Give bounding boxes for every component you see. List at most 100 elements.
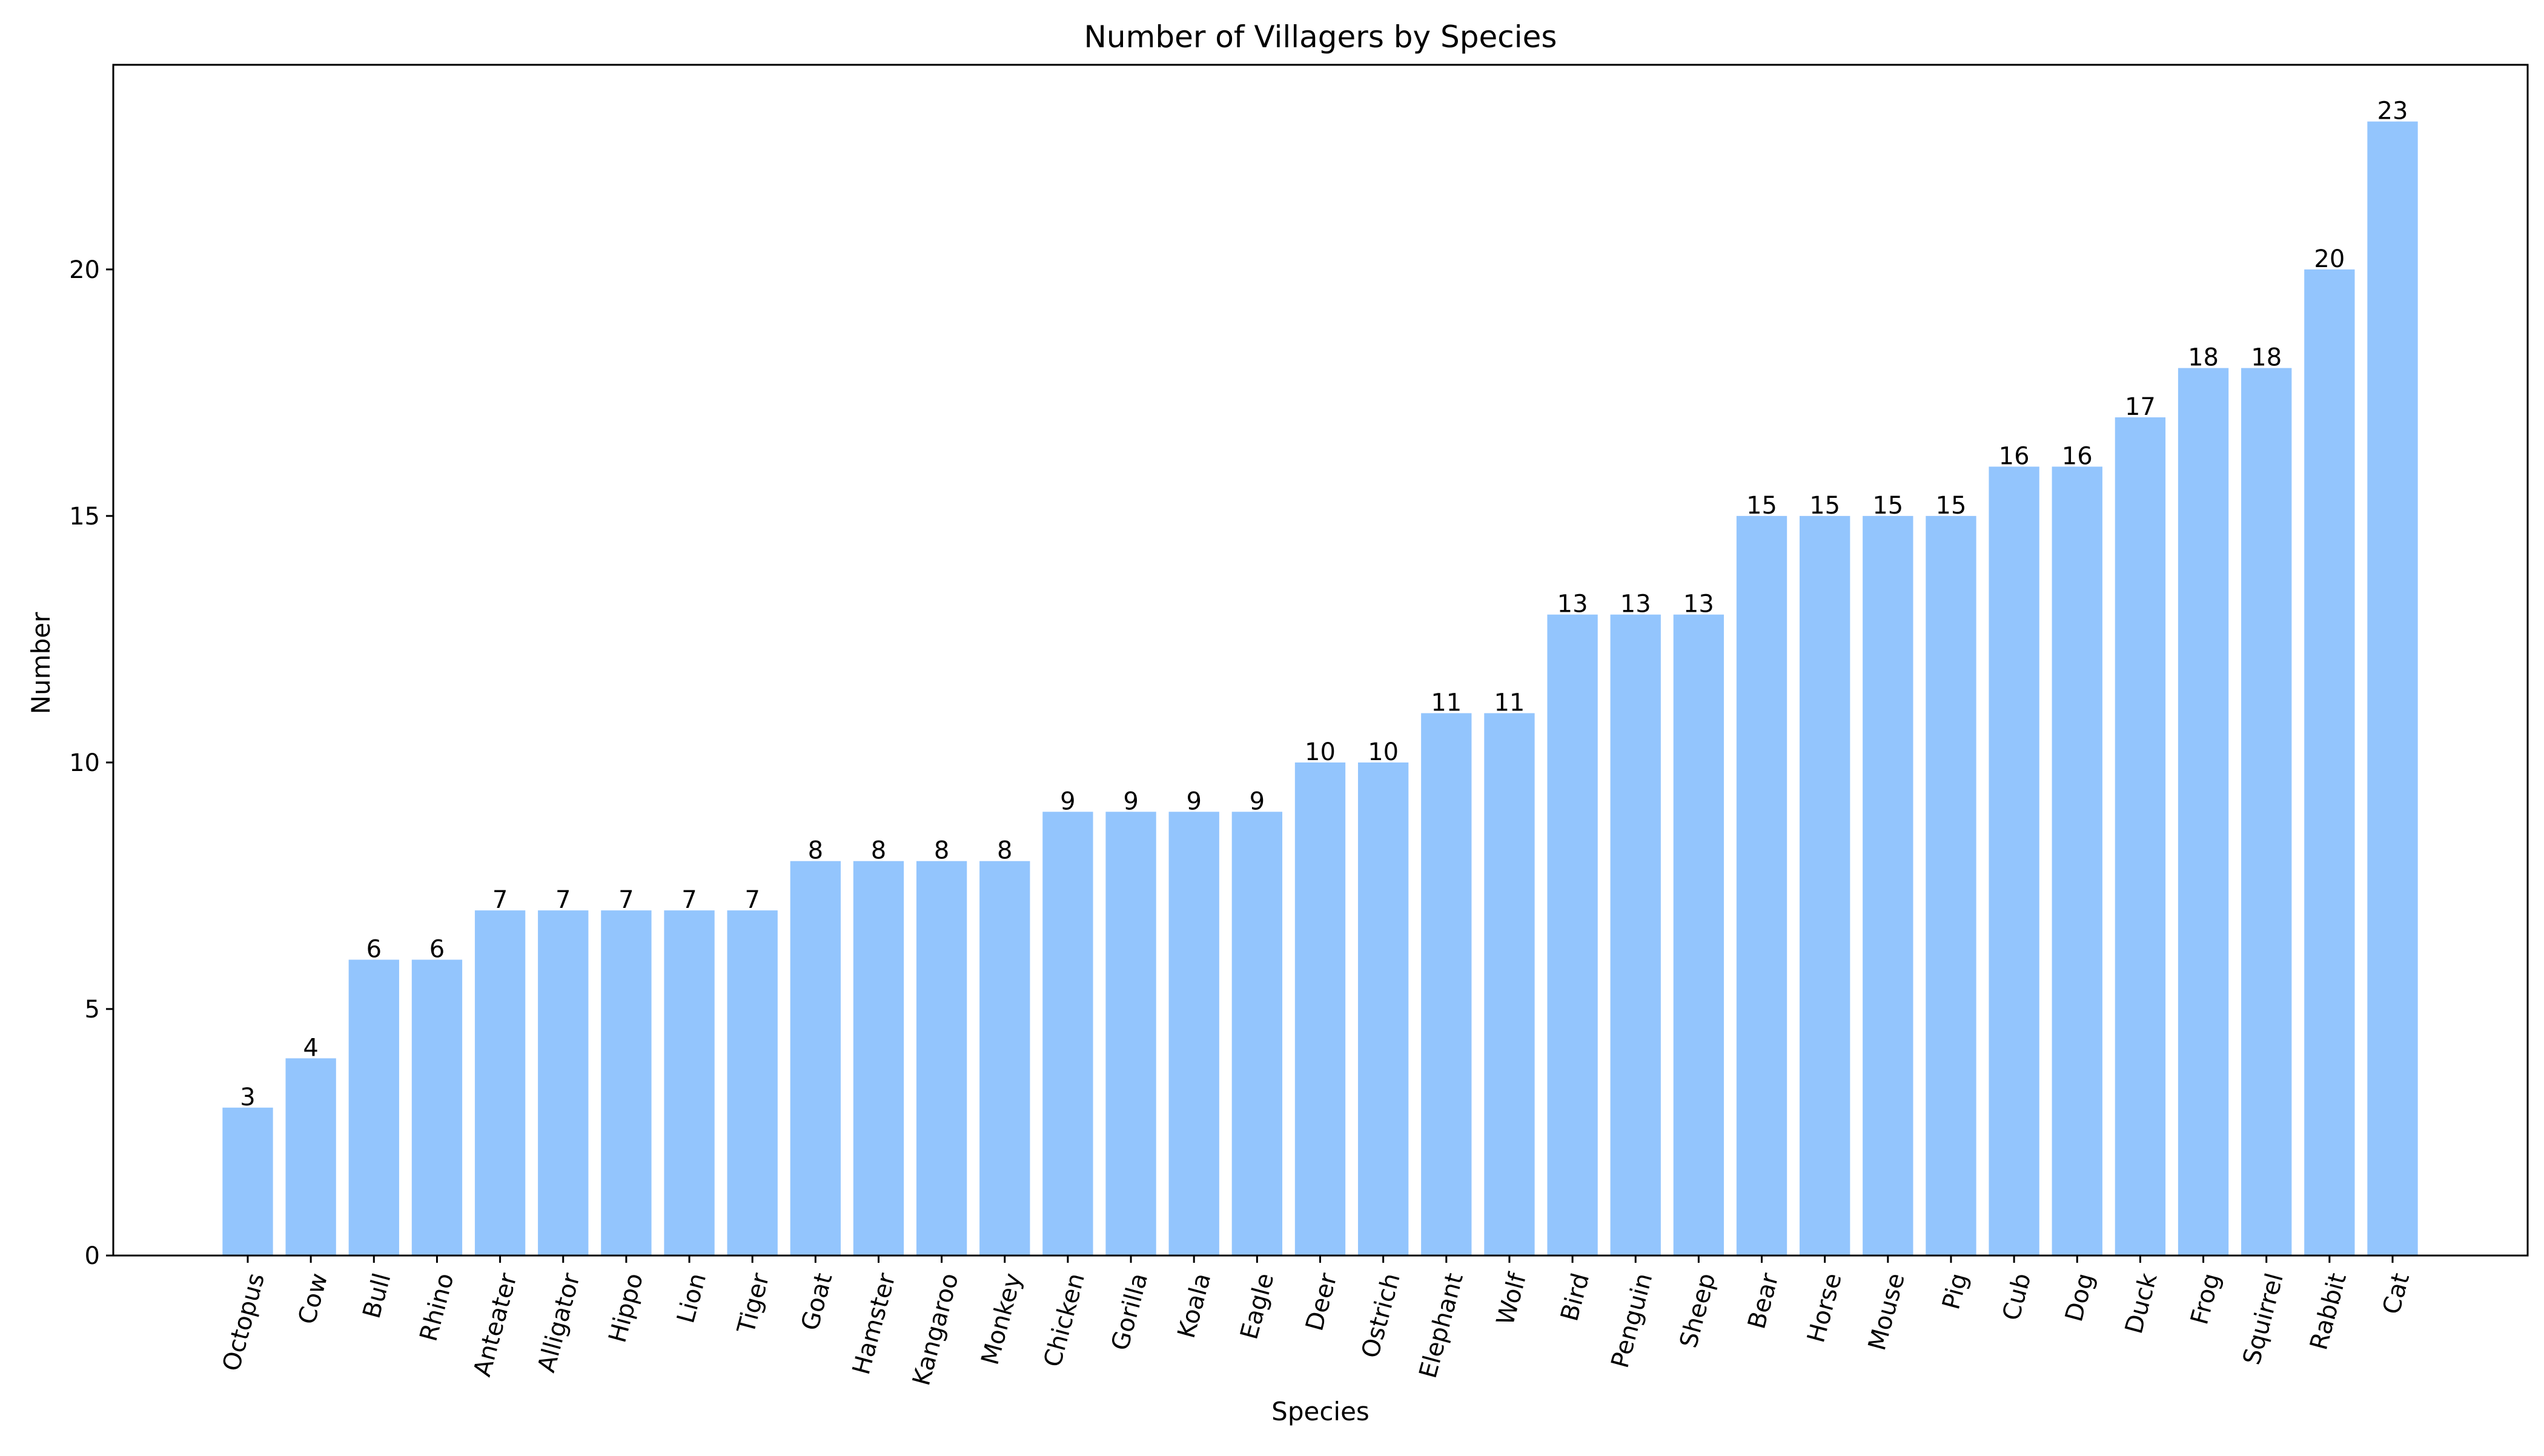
data-label-chicken: 9 bbox=[1060, 787, 1075, 815]
data-label-cat: 23 bbox=[2377, 98, 2408, 125]
bar-goat bbox=[790, 861, 841, 1256]
x-tick-label-alligator: Alligator bbox=[532, 1270, 586, 1375]
data-label-koala: 9 bbox=[1186, 787, 1201, 815]
bar-mouse bbox=[1863, 515, 1913, 1256]
y-axis-ticks: 0 5 10 15 20 bbox=[69, 256, 113, 1270]
bar-alligator bbox=[538, 910, 589, 1256]
data-label-squirrel: 18 bbox=[2251, 344, 2282, 372]
bar-frog bbox=[2178, 368, 2229, 1256]
chart-title: Number of Villagers by Species bbox=[1084, 19, 1557, 55]
data-label-wolf: 11 bbox=[1494, 689, 1525, 717]
x-tick-label-kangaroo: Kangaroo bbox=[907, 1270, 964, 1388]
bar-deer bbox=[1294, 762, 1346, 1256]
data-label-kangaroo: 8 bbox=[934, 837, 949, 865]
bar-hamster bbox=[853, 861, 904, 1256]
bar-cub bbox=[1989, 466, 2039, 1256]
x-tick-label-horse: Horse bbox=[1802, 1270, 1847, 1345]
bar-koala bbox=[1168, 812, 1219, 1256]
bar-squirrel bbox=[2241, 368, 2292, 1256]
bar-bird bbox=[1547, 614, 1598, 1256]
bar-anteater bbox=[474, 910, 526, 1256]
bar-bear bbox=[1736, 515, 1787, 1256]
data-label-sheep: 13 bbox=[1683, 591, 1714, 618]
plot-frame bbox=[112, 64, 2529, 1257]
bar-duck bbox=[2115, 417, 2166, 1256]
x-tick-label-cow: Cow bbox=[293, 1270, 333, 1327]
x-axis-ticks: Octopus Cow Bull Rhino Anteater Alligator Hipp… bbox=[217, 1256, 2415, 1389]
x-tick-label-sheep: Sheep bbox=[1675, 1270, 1721, 1351]
x-tick-label-anteater: Anteater bbox=[468, 1270, 523, 1380]
bar-tiger bbox=[727, 910, 778, 1256]
bar-octopus bbox=[222, 1107, 273, 1256]
data-label-gorilla: 9 bbox=[1123, 787, 1138, 815]
data-label-anteater: 7 bbox=[492, 886, 508, 914]
x-tick-label-elephant: Elephant bbox=[1414, 1270, 1469, 1381]
x-tick-label-dog: Dog bbox=[2060, 1270, 2099, 1325]
bar-cow bbox=[285, 1058, 336, 1256]
data-label-monkey: 8 bbox=[997, 837, 1012, 865]
data-label-hamster: 8 bbox=[871, 837, 886, 865]
x-tick-label-eagle: Eagle bbox=[1235, 1270, 1279, 1342]
data-label-lion: 7 bbox=[681, 886, 697, 914]
x-tick-label-duck: Duck bbox=[2120, 1270, 2163, 1337]
data-label-ostrich: 10 bbox=[1368, 738, 1399, 766]
bar-sheep bbox=[1673, 614, 1724, 1256]
bar-cat bbox=[2367, 121, 2418, 1256]
bar-pig bbox=[1926, 515, 1976, 1256]
data-label-bear: 15 bbox=[1746, 492, 1777, 520]
data-label-horse: 15 bbox=[1809, 492, 1840, 520]
x-tick-label-bird: Bird bbox=[1555, 1270, 1595, 1324]
bar-eagle bbox=[1231, 812, 1283, 1256]
bar-rhino bbox=[411, 959, 463, 1256]
x-tick-label-monkey: Monkey bbox=[976, 1270, 1027, 1368]
x-tick-label-lion: Lion bbox=[672, 1270, 712, 1326]
data-label-dog: 16 bbox=[2062, 442, 2093, 470]
bar-ostrich bbox=[1357, 762, 1409, 1256]
x-tick-label-tiger: Tiger bbox=[732, 1270, 775, 1337]
y-tick-label-10: 10 bbox=[69, 749, 100, 777]
x-tick-label-deer: Deer bbox=[1300, 1270, 1343, 1334]
bar-gorilla bbox=[1105, 812, 1156, 1256]
bar-wolf bbox=[1484, 713, 1535, 1256]
bar-lion bbox=[664, 910, 715, 1256]
data-label-deer: 10 bbox=[1305, 738, 1336, 766]
data-label-rhino: 6 bbox=[429, 936, 445, 964]
x-tick-label-rabbit: Rabbit bbox=[2305, 1270, 2352, 1353]
x-tick-label-koala: Koala bbox=[1173, 1270, 1217, 1341]
bar-elephant bbox=[1421, 713, 1472, 1256]
bar-hippo bbox=[601, 910, 652, 1256]
x-tick-label-cub: Cub bbox=[1998, 1270, 2037, 1323]
bar-kangaroo bbox=[916, 861, 967, 1256]
data-label-eagle: 9 bbox=[1250, 787, 1265, 815]
data-label-hippo: 7 bbox=[618, 886, 634, 914]
data-label-bull: 6 bbox=[366, 936, 382, 964]
bar-horse bbox=[1800, 515, 1850, 1256]
x-tick-label-ostrich: Ostrich bbox=[1356, 1270, 1405, 1361]
bar-dog bbox=[2052, 466, 2102, 1256]
data-label-cow: 4 bbox=[303, 1034, 318, 1062]
x-tick-label-octopus: Octopus bbox=[217, 1270, 270, 1374]
bar-bull bbox=[348, 959, 399, 1256]
data-label-mouse: 15 bbox=[1872, 492, 1903, 520]
x-tick-label-cat: Cat bbox=[2377, 1270, 2415, 1317]
x-tick-label-rhino: Rhino bbox=[415, 1270, 460, 1344]
data-label-cub: 16 bbox=[1999, 442, 2030, 470]
data-label-frog: 18 bbox=[2188, 344, 2219, 372]
data-label-goat: 8 bbox=[808, 837, 823, 865]
x-tick-label-bear: Bear bbox=[1743, 1270, 1784, 1332]
y-tick-label-20: 20 bbox=[69, 256, 100, 284]
bars bbox=[222, 121, 2418, 1256]
data-label-alligator: 7 bbox=[555, 886, 571, 914]
data-label-duck: 17 bbox=[2125, 393, 2156, 421]
bar-rabbit bbox=[2304, 269, 2355, 1256]
y-tick-label-0: 0 bbox=[85, 1242, 100, 1270]
x-tick-label-penguin: Penguin bbox=[1606, 1270, 1658, 1371]
data-label-elephant: 11 bbox=[1431, 689, 1462, 717]
y-tick-label-5: 5 bbox=[85, 996, 100, 1024]
data-label-bird: 13 bbox=[1557, 591, 1588, 618]
y-tick-label-15: 15 bbox=[69, 503, 100, 531]
x-axis-label: Species bbox=[1271, 1397, 1370, 1426]
bar-monkey bbox=[979, 861, 1030, 1256]
